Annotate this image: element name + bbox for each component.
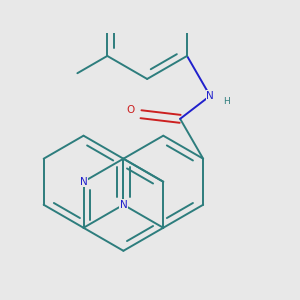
Text: N: N [206, 91, 214, 101]
Text: N: N [80, 177, 87, 187]
Text: O: O [126, 105, 134, 115]
Text: N: N [119, 200, 127, 210]
Text: H: H [223, 97, 230, 106]
